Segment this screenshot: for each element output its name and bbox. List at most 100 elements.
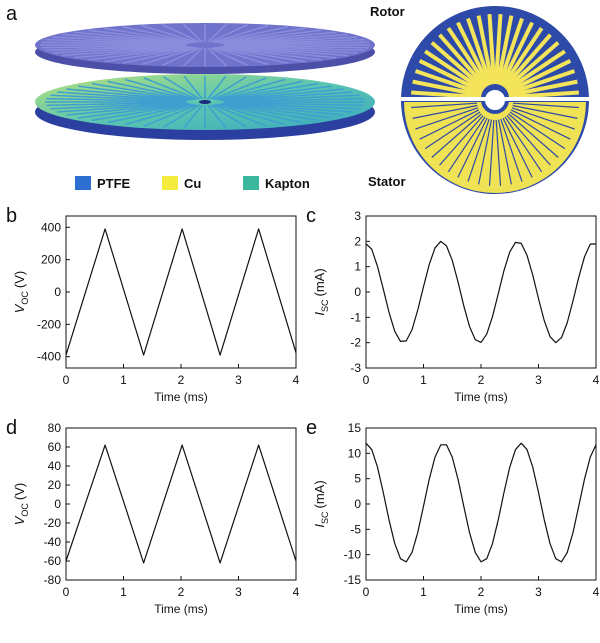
x-axis-label: Time (ms)	[454, 602, 508, 616]
x-axis-label: Time (ms)	[154, 602, 208, 616]
x-tick-label: 0	[363, 373, 370, 387]
y-label-subscript: SC	[320, 511, 330, 524]
y-tick-label: 200	[41, 253, 61, 267]
disc-spoke	[62, 45, 188, 57]
stator-gap	[424, 111, 481, 150]
rotor-electrode	[495, 15, 514, 85]
disc-spoke	[50, 94, 186, 102]
disc-spoke	[77, 103, 190, 119]
disc-spoke	[209, 47, 249, 66]
disc-spoke	[214, 46, 288, 64]
x-tick-label: 4	[593, 373, 600, 387]
stator-gap	[488, 119, 495, 186]
disc-spoke	[209, 76, 247, 100]
legend-swatch	[75, 176, 91, 190]
disc-spoke	[219, 103, 319, 122]
x-tick-label: 4	[293, 373, 300, 387]
disc-spoke	[223, 45, 358, 54]
rotor-electrode	[446, 27, 489, 88]
y-tick-label: -1	[350, 310, 361, 324]
disc-spoke	[182, 23, 203, 43]
panel-label: a	[6, 3, 18, 25]
disc-spoke	[57, 91, 187, 102]
disc-spoke	[224, 38, 365, 45]
rotor-electrode	[508, 90, 579, 100]
rotor-electrode	[487, 14, 497, 85]
rotor-electrode	[506, 59, 572, 94]
x-tick-label: 2	[478, 373, 485, 387]
y-tick-label: -400	[37, 350, 61, 364]
x-tick-label: 3	[235, 585, 242, 599]
y-tick-label: -10	[344, 548, 362, 562]
y-tick-label: -40	[44, 535, 62, 549]
stator-gap	[447, 116, 486, 173]
legend-label: Cu	[184, 176, 201, 191]
stator-gap	[467, 118, 490, 182]
y-label-subscript: OC	[20, 291, 30, 305]
disc-spoke	[209, 104, 247, 128]
legend-swatch	[243, 176, 259, 190]
y-tick-label: -5	[350, 522, 361, 536]
disc-spoke	[217, 27, 306, 44]
disc-spoke	[122, 26, 196, 44]
disc-spoke	[224, 44, 369, 49]
stator-gap	[508, 113, 559, 158]
disc-spoke	[223, 91, 353, 102]
disc-spoke	[220, 46, 336, 59]
y-tick-label: 20	[48, 478, 62, 492]
disc-spoke	[77, 85, 190, 101]
y-tick-label: 0	[354, 497, 361, 511]
y-label-unit: (V)	[12, 483, 27, 500]
disc-spoke	[223, 102, 353, 113]
rotor-electrode	[508, 79, 578, 98]
y-label-unit: (mA)	[312, 480, 327, 508]
disc-spoke	[91, 103, 191, 122]
stator-gap	[509, 111, 566, 150]
disc-spoke	[50, 102, 186, 110]
x-tick-label: 3	[535, 373, 542, 387]
disc-spoke	[214, 26, 288, 44]
disc-spoke	[52, 45, 187, 54]
disc-spoke	[219, 46, 322, 61]
panel-label: b	[6, 205, 17, 227]
x-tick-label: 1	[420, 585, 427, 599]
disc-spoke	[224, 101, 364, 107]
disc-spoke	[91, 82, 191, 101]
x-tick-label: 2	[478, 585, 485, 599]
disc-spoke	[207, 104, 227, 129]
disc-spoke	[207, 23, 228, 43]
disc-spoke	[183, 104, 203, 129]
stator-gap	[419, 109, 480, 140]
disc-spoke	[220, 103, 333, 119]
rotor-electrode	[504, 41, 560, 91]
disc-spoke	[41, 41, 186, 46]
x-tick-label: 0	[63, 373, 70, 387]
rotor-electrode	[456, 21, 491, 87]
y-tick-label: -60	[44, 554, 62, 568]
stator-label: Stator	[368, 174, 406, 189]
stator-gap	[511, 107, 575, 130]
stator-gap	[497, 119, 512, 185]
disc-spoke	[209, 24, 249, 43]
x-tick-label: 4	[293, 585, 300, 599]
disc-spoke	[224, 97, 364, 103]
disc-spoke	[217, 80, 303, 101]
stator-gap	[512, 102, 579, 109]
disc-spoke	[222, 45, 348, 57]
disc-spoke	[222, 102, 344, 116]
disc-spoke	[212, 104, 267, 127]
y-tick-label: 400	[41, 220, 61, 234]
stator-gap	[495, 119, 502, 186]
disc-spoke	[74, 31, 190, 44]
y-tick-label: 60	[48, 440, 62, 454]
disc-spoke	[52, 36, 187, 45]
panel-label: d	[6, 417, 17, 439]
stator-gap	[412, 104, 478, 119]
disc-spoke	[212, 77, 267, 100]
y-label-symbol: V	[12, 515, 27, 525]
x-tick-label: 0	[363, 585, 370, 599]
disc-spoke	[107, 103, 193, 124]
plot-frame	[65, 427, 297, 581]
disc-spoke	[207, 47, 228, 67]
disc-spoke	[219, 82, 319, 101]
